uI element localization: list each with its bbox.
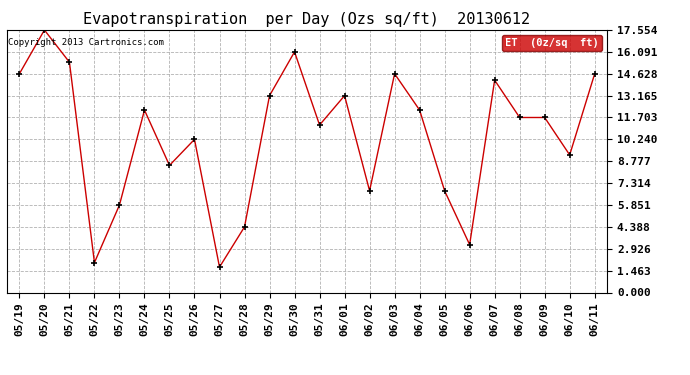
Legend: ET  (0z/sq  ft): ET (0z/sq ft) bbox=[502, 35, 602, 51]
Title: Evapotranspiration  per Day (Ozs sq/ft)  20130612: Evapotranspiration per Day (Ozs sq/ft) 2… bbox=[83, 12, 531, 27]
Text: Copyright 2013 Cartronics.com: Copyright 2013 Cartronics.com bbox=[8, 38, 164, 47]
